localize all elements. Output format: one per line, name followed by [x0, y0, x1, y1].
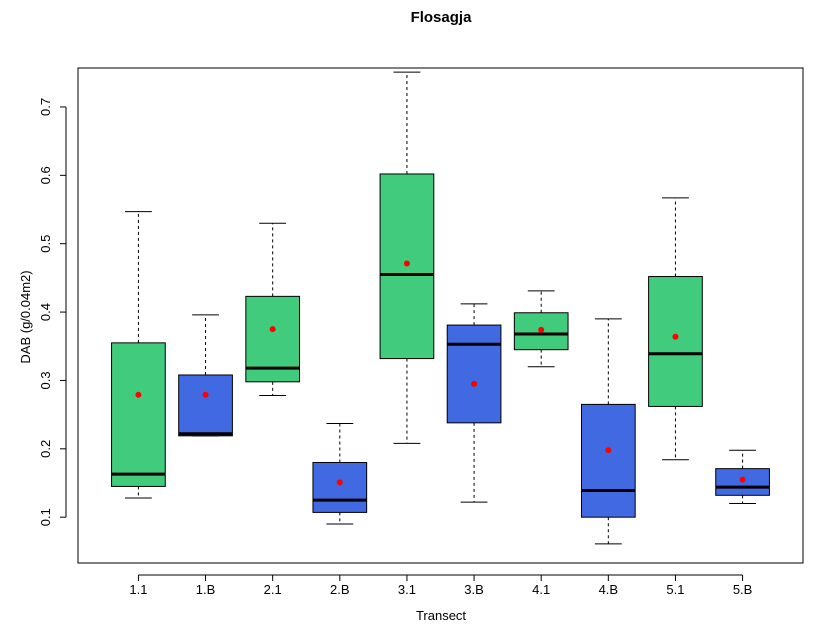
plot-frame [77, 67, 804, 564]
mean-point [672, 333, 679, 340]
x-tick-label: 1.1 [129, 582, 147, 597]
box [446, 324, 502, 424]
y-tick-label: 0.1 [38, 508, 53, 526]
chart-title: Flosagja [411, 9, 473, 26]
x-tick-label: 3.B [464, 582, 484, 597]
x-tick-label: 4.1 [532, 582, 550, 597]
box [178, 374, 233, 437]
mean-point [471, 380, 478, 387]
mean-point [336, 479, 343, 486]
x-tick-label: 2.1 [264, 582, 282, 597]
mean-point [403, 260, 410, 267]
x-tick-label: 5.B [733, 582, 753, 597]
box [111, 342, 166, 487]
y-tick-label: 0.4 [38, 303, 53, 321]
x-tick-label: 1.B [196, 582, 216, 597]
mean-point [739, 476, 746, 483]
y-tick-label: 0.6 [38, 166, 53, 184]
x-tick-label: 4.B [599, 582, 619, 597]
mean-point [605, 447, 612, 454]
y-tick-label: 0.3 [38, 371, 53, 389]
box [312, 461, 368, 513]
y-tick-label: 0.7 [38, 98, 53, 116]
mean-point [269, 326, 276, 333]
y-axis-label: DAB (g/0.04m2) [18, 270, 33, 363]
box [648, 276, 703, 407]
mean-point [135, 391, 142, 398]
box [580, 403, 636, 518]
x-axis-label: Transect [416, 608, 466, 623]
x-tick-label: 2.B [330, 582, 350, 597]
x-tick-label: 5.1 [666, 582, 684, 597]
x-tick-label: 3.1 [398, 582, 416, 597]
y-tick-label: 0.5 [38, 235, 53, 253]
mean-point [538, 326, 545, 333]
y-tick-label: 0.2 [38, 440, 53, 458]
mean-point [202, 391, 209, 398]
